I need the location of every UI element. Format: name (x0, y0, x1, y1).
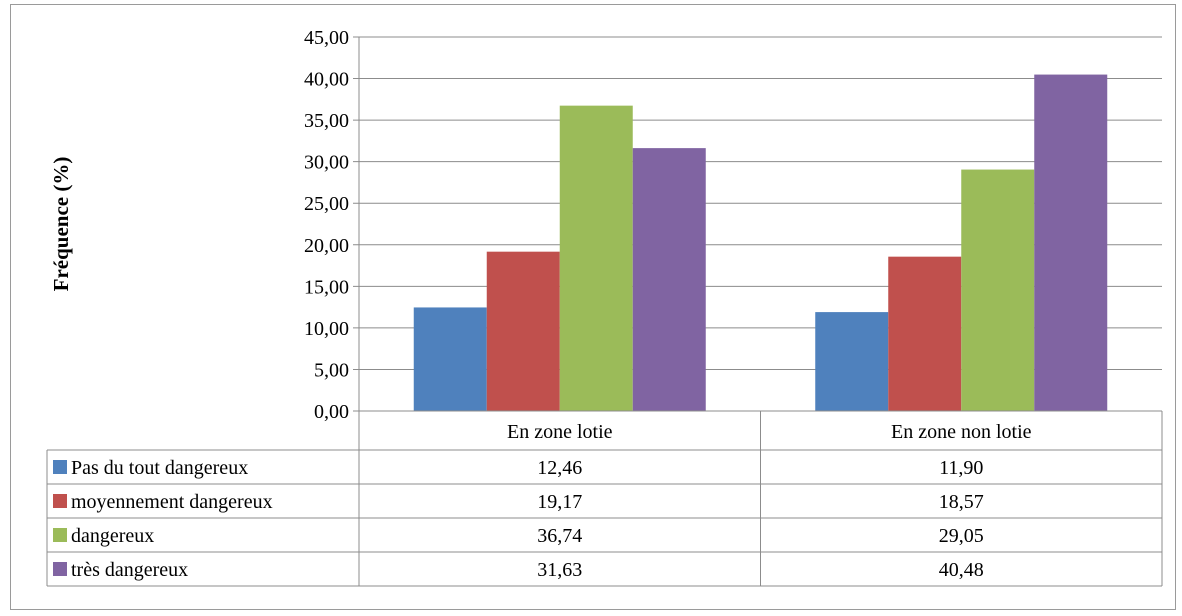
data-label: 18,57 (939, 491, 984, 513)
series-name: Pas du tout dangereux (71, 457, 248, 479)
bar (815, 312, 889, 411)
y-tick-label: 30,00 (304, 152, 349, 174)
y-tick-label: 5,00 (314, 359, 349, 381)
data-label: 31,63 (537, 559, 582, 581)
bar (888, 256, 962, 411)
legend-key (53, 562, 67, 576)
bar (559, 105, 633, 411)
y-tick-label: 40,00 (304, 69, 349, 91)
y-tick-label: 10,00 (304, 318, 349, 340)
data-label: 40,48 (939, 559, 984, 581)
bar (632, 148, 706, 411)
y-tick-label: 35,00 (304, 110, 349, 132)
series-name: dangereux (71, 525, 154, 547)
y-tick-label: 45,00 (304, 27, 349, 49)
data-label: 36,74 (537, 525, 582, 547)
series-name: très dangereux (71, 559, 188, 581)
legend-key (53, 528, 67, 542)
y-tick-label: 25,00 (304, 193, 349, 215)
data-label: 19,17 (537, 491, 582, 513)
bar (961, 169, 1035, 411)
series-name: moyennement dangereux (71, 491, 273, 513)
data-label: 29,05 (939, 525, 984, 547)
bar (1034, 74, 1108, 411)
y-axis-label: Fréquence (%) (49, 157, 73, 292)
y-tick-label: 15,00 (304, 276, 349, 298)
data-label: 11,90 (939, 457, 983, 479)
category-label: En zone lotie (507, 421, 613, 443)
y-tick-label: 0,00 (314, 401, 349, 423)
bar (413, 307, 487, 411)
legend-key (53, 494, 67, 508)
bar (486, 251, 560, 411)
category-label: En zone non lotie (891, 421, 1032, 443)
legend-key (53, 460, 67, 474)
data-label: 12,46 (537, 457, 582, 479)
y-tick-label: 20,00 (304, 235, 349, 257)
